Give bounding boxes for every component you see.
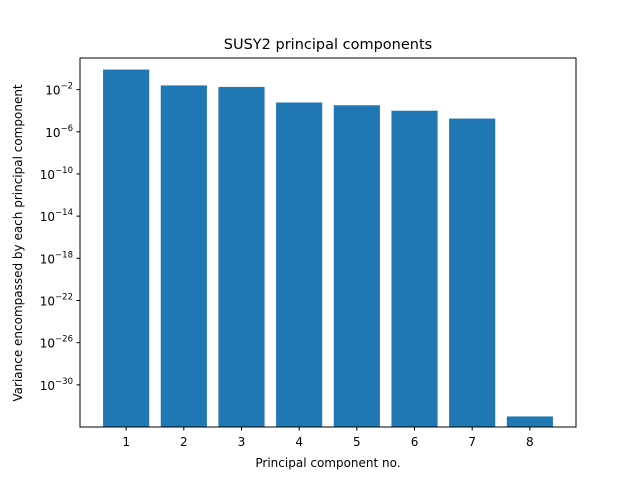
chart-title: SUSY2 principal components xyxy=(224,37,432,53)
y-tick-label: 10−2 xyxy=(45,82,73,98)
x-tick-label: 1 xyxy=(122,435,130,449)
bar-7 xyxy=(449,118,496,427)
bar-2 xyxy=(160,85,207,428)
bar-6 xyxy=(391,110,438,427)
bar-8 xyxy=(506,416,553,427)
y-tick-label: 10−6 xyxy=(45,124,73,140)
bar-group xyxy=(103,69,553,428)
y-tick-label: 10−18 xyxy=(40,250,73,266)
x-axis-label: Principal component no. xyxy=(255,456,400,470)
y-tick-label: 10−14 xyxy=(40,208,73,224)
x-tick-label: 5 xyxy=(353,435,361,449)
x-tick-label: 4 xyxy=(295,435,303,449)
y-tick-label: 10−30 xyxy=(40,377,73,393)
x-tick-label: 7 xyxy=(468,435,476,449)
y-tick-label: 10−26 xyxy=(40,335,73,351)
y-tick-label: 10−22 xyxy=(40,292,73,308)
y-axis-label: Variance encompassed by each principal c… xyxy=(11,84,25,402)
y-tick-label: 10−10 xyxy=(40,166,73,182)
x-tick-label: 2 xyxy=(180,435,188,449)
x-tick-label: 8 xyxy=(526,435,534,449)
bar-4 xyxy=(276,102,323,427)
bar-3 xyxy=(218,86,265,428)
bar-1 xyxy=(103,69,150,427)
bar-5 xyxy=(333,105,380,427)
x-tick-label: 6 xyxy=(411,435,419,449)
x-axis-ticks: 1 2 3 4 5 6 7 8 xyxy=(122,427,534,449)
x-tick-label: 3 xyxy=(238,435,246,449)
axes-frame xyxy=(79,57,577,428)
y-axis-ticks: 10−2 10−6 10−10 10−14 10−18 10−22 10−26 10−30 xyxy=(40,82,80,393)
